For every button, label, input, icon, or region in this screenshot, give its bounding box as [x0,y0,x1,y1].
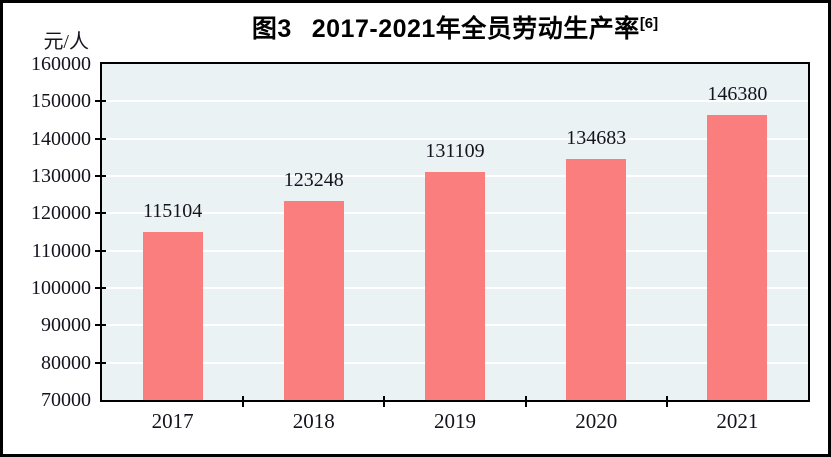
y-axis-tick-mark [95,212,106,215]
x-axis-tick-mark [383,396,386,407]
y-tick-label-150000: 150000 [31,90,91,113]
y-axis-tick-mark [95,287,106,289]
y-tick-label-100000: 100000 [31,277,91,299]
bar-value-label-2019: 131109 [425,139,485,162]
x-axis-tick-mark [524,396,527,407]
y-axis-tick-mark [95,100,106,103]
bar-2018 [283,201,344,400]
bar-value-label-2017: 115104 [142,199,203,222]
gridline [102,100,808,103]
gridline [102,137,808,140]
y-tick-label-130000: 130000 [31,165,91,187]
bar-2019 [425,171,485,400]
x-tick-label-2020: 2020 [575,409,618,433]
x-tick-label-2021: 2021 [716,409,759,433]
y-tick-label-140000: 140000 [31,127,91,150]
x-tick-label-2017: 2017 [151,409,194,433]
x-tick-label-2018: 2018 [292,409,335,433]
y-axis-tick-mark [95,324,106,327]
bar-value-label-2021: 146380 [707,82,768,105]
x-tick-label-2019: 2019 [433,409,476,433]
y-tick-label-80000: 80000 [41,351,91,374]
x-axis-tick-mark [665,396,668,407]
x-axis-tick-mark [242,396,245,407]
y-axis-tick-mark [95,361,106,364]
y-tick-label-70000: 70000 [41,389,91,411]
bar-2017 [142,231,203,400]
bar-value-label-2020: 134683 [566,126,627,149]
y-tick-label-110000: 110000 [31,239,91,262]
y-axis-unit-label: 元/人 [43,31,89,53]
y-axis-tick-mark [95,249,106,252]
bar-value-label-2018: 123248 [283,169,344,192]
chart-title-footnote-superscript: [6] [639,15,659,32]
bar-2021 [707,114,768,400]
chart-title-figure-number: 图3 [251,15,292,43]
plot-area: 115104 123248 131109 134683 146380 [95,62,810,407]
y-tick-label-90000: 90000 [41,314,91,337]
bar-2020 [566,158,627,400]
chart-title: 图3 2017-2021年全员劳动生产率[6] [100,9,810,45]
y-axis-tick-mark [95,137,106,140]
chart-title-text: 2017-2021年全员劳动生产率 [311,15,640,43]
y-axis-tick-mark [95,175,106,177]
y-tick-label-160000: 160000 [31,53,91,75]
y-tick-label-120000: 120000 [31,202,91,225]
